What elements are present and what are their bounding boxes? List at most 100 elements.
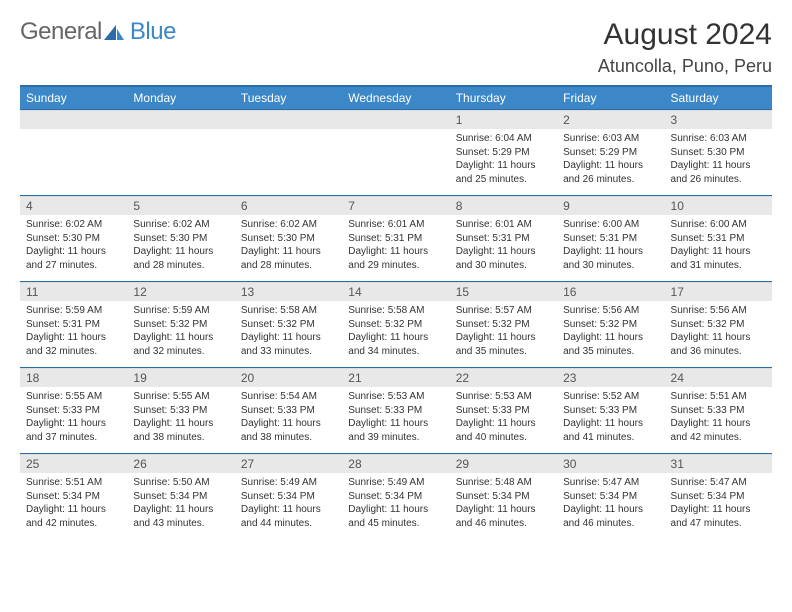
day-line: Sunrise: 5:56 AM: [563, 304, 658, 318]
calendar-cell: 19Sunrise: 5:55 AMSunset: 5:33 PMDayligh…: [127, 368, 234, 454]
calendar-week: 11Sunrise: 5:59 AMSunset: 5:31 PMDayligh…: [20, 282, 772, 368]
calendar-cell: 23Sunrise: 5:52 AMSunset: 5:33 PMDayligh…: [557, 368, 664, 454]
day-line: Daylight: 11 hours and 32 minutes.: [133, 331, 228, 358]
day-line: Sunrise: 6:02 AM: [26, 218, 121, 232]
day-line: Sunset: 5:34 PM: [563, 490, 658, 504]
calendar-cell: 8Sunrise: 6:01 AMSunset: 5:31 PMDaylight…: [450, 196, 557, 282]
day-number: 4: [20, 196, 127, 215]
day-number: [20, 110, 127, 129]
day-content: Sunrise: 6:00 AMSunset: 5:31 PMDaylight:…: [665, 215, 772, 275]
day-line: Sunset: 5:32 PM: [348, 318, 443, 332]
day-line: Daylight: 11 hours and 28 minutes.: [133, 245, 228, 272]
day-line: Sunrise: 6:04 AM: [456, 132, 551, 146]
day-number: 24: [665, 368, 772, 387]
calendar-cell: 3Sunrise: 6:03 AMSunset: 5:30 PMDaylight…: [665, 110, 772, 196]
day-line: Daylight: 11 hours and 26 minutes.: [563, 159, 658, 186]
day-content: Sunrise: 5:47 AMSunset: 5:34 PMDaylight:…: [665, 473, 772, 533]
calendar-cell: 6Sunrise: 6:02 AMSunset: 5:30 PMDaylight…: [235, 196, 342, 282]
day-content: Sunrise: 5:53 AMSunset: 5:33 PMDaylight:…: [450, 387, 557, 447]
calendar-cell: 17Sunrise: 5:56 AMSunset: 5:32 PMDayligh…: [665, 282, 772, 368]
day-line: Sunset: 5:31 PM: [563, 232, 658, 246]
calendar-cell: 10Sunrise: 6:00 AMSunset: 5:31 PMDayligh…: [665, 196, 772, 282]
day-line: Sunrise: 6:02 AM: [133, 218, 228, 232]
day-number: 18: [20, 368, 127, 387]
day-number: 17: [665, 282, 772, 301]
day-number: 15: [450, 282, 557, 301]
day-line: Daylight: 11 hours and 30 minutes.: [563, 245, 658, 272]
day-line: Sunrise: 5:49 AM: [241, 476, 336, 490]
day-line: Sunset: 5:33 PM: [133, 404, 228, 418]
calendar-cell: 27Sunrise: 5:49 AMSunset: 5:34 PMDayligh…: [235, 454, 342, 540]
day-number: 6: [235, 196, 342, 215]
day-line: Sunset: 5:32 PM: [456, 318, 551, 332]
day-line: Sunset: 5:31 PM: [26, 318, 121, 332]
day-line: Sunset: 5:33 PM: [563, 404, 658, 418]
day-line: Daylight: 11 hours and 37 minutes.: [26, 417, 121, 444]
calendar-cell: 31Sunrise: 5:47 AMSunset: 5:34 PMDayligh…: [665, 454, 772, 540]
calendar-cell: 30Sunrise: 5:47 AMSunset: 5:34 PMDayligh…: [557, 454, 664, 540]
day-line: Sunset: 5:31 PM: [671, 232, 766, 246]
day-line: Daylight: 11 hours and 41 minutes.: [563, 417, 658, 444]
day-line: Daylight: 11 hours and 43 minutes.: [133, 503, 228, 530]
day-line: Sunset: 5:33 PM: [26, 404, 121, 418]
calendar-cell: 26Sunrise: 5:50 AMSunset: 5:34 PMDayligh…: [127, 454, 234, 540]
day-line: Sunrise: 5:51 AM: [671, 390, 766, 404]
day-number: 30: [557, 454, 664, 473]
day-line: Sunrise: 5:55 AM: [133, 390, 228, 404]
day-content: Sunrise: 5:55 AMSunset: 5:33 PMDaylight:…: [127, 387, 234, 447]
day-number: 2: [557, 110, 664, 129]
day-number: 25: [20, 454, 127, 473]
calendar-cell: 9Sunrise: 6:00 AMSunset: 5:31 PMDaylight…: [557, 196, 664, 282]
calendar-week: 18Sunrise: 5:55 AMSunset: 5:33 PMDayligh…: [20, 368, 772, 454]
day-content: Sunrise: 5:58 AMSunset: 5:32 PMDaylight:…: [235, 301, 342, 361]
day-line: Sunset: 5:30 PM: [671, 146, 766, 160]
day-content: Sunrise: 5:49 AMSunset: 5:34 PMDaylight:…: [235, 473, 342, 533]
day-number: 19: [127, 368, 234, 387]
day-content: Sunrise: 5:53 AMSunset: 5:33 PMDaylight:…: [342, 387, 449, 447]
day-content: Sunrise: 5:59 AMSunset: 5:31 PMDaylight:…: [20, 301, 127, 361]
day-line: Sunrise: 5:51 AM: [26, 476, 121, 490]
day-content: Sunrise: 5:51 AMSunset: 5:34 PMDaylight:…: [20, 473, 127, 533]
day-content: Sunrise: 6:04 AMSunset: 5:29 PMDaylight:…: [450, 129, 557, 189]
calendar-cell: 7Sunrise: 6:01 AMSunset: 5:31 PMDaylight…: [342, 196, 449, 282]
day-line: Sunset: 5:33 PM: [241, 404, 336, 418]
day-line: Sunset: 5:29 PM: [456, 146, 551, 160]
day-number: 29: [450, 454, 557, 473]
day-line: Daylight: 11 hours and 35 minutes.: [563, 331, 658, 358]
day-line: Sunrise: 5:59 AM: [133, 304, 228, 318]
calendar-week: 4Sunrise: 6:02 AMSunset: 5:30 PMDaylight…: [20, 196, 772, 282]
calendar-cell: 14Sunrise: 5:58 AMSunset: 5:32 PMDayligh…: [342, 282, 449, 368]
day-line: Sunset: 5:34 PM: [133, 490, 228, 504]
day-line: Sunrise: 6:03 AM: [563, 132, 658, 146]
logo-text-general: General: [20, 18, 102, 46]
day-line: Sunset: 5:30 PM: [133, 232, 228, 246]
day-number: 11: [20, 282, 127, 301]
day-number: 26: [127, 454, 234, 473]
day-content: Sunrise: 5:57 AMSunset: 5:32 PMDaylight:…: [450, 301, 557, 361]
day-line: Sunset: 5:32 PM: [671, 318, 766, 332]
day-line: Sunrise: 5:54 AM: [241, 390, 336, 404]
calendar-cell: 2Sunrise: 6:03 AMSunset: 5:29 PMDaylight…: [557, 110, 664, 196]
day-content: Sunrise: 5:50 AMSunset: 5:34 PMDaylight:…: [127, 473, 234, 533]
day-number: [127, 110, 234, 129]
day-line: Sunset: 5:31 PM: [456, 232, 551, 246]
calendar-cell: 12Sunrise: 5:59 AMSunset: 5:32 PMDayligh…: [127, 282, 234, 368]
calendar-cell: 16Sunrise: 5:56 AMSunset: 5:32 PMDayligh…: [557, 282, 664, 368]
day-line: Daylight: 11 hours and 45 minutes.: [348, 503, 443, 530]
day-line: Sunrise: 5:56 AM: [671, 304, 766, 318]
day-header-row: SundayMondayTuesdayWednesdayThursdayFrid…: [20, 86, 772, 110]
day-number: 3: [665, 110, 772, 129]
day-content: Sunrise: 6:03 AMSunset: 5:30 PMDaylight:…: [665, 129, 772, 189]
day-number: 22: [450, 368, 557, 387]
day-line: Sunrise: 5:47 AM: [563, 476, 658, 490]
calendar-cell: 24Sunrise: 5:51 AMSunset: 5:33 PMDayligh…: [665, 368, 772, 454]
day-line: Daylight: 11 hours and 39 minutes.: [348, 417, 443, 444]
day-line: Daylight: 11 hours and 33 minutes.: [241, 331, 336, 358]
calendar-cell: 13Sunrise: 5:58 AMSunset: 5:32 PMDayligh…: [235, 282, 342, 368]
day-line: Sunrise: 5:50 AM: [133, 476, 228, 490]
day-line: Sunrise: 6:00 AM: [563, 218, 658, 232]
day-line: Daylight: 11 hours and 25 minutes.: [456, 159, 551, 186]
day-content: Sunrise: 5:55 AMSunset: 5:33 PMDaylight:…: [20, 387, 127, 447]
day-number: [235, 110, 342, 129]
day-number: 10: [665, 196, 772, 215]
